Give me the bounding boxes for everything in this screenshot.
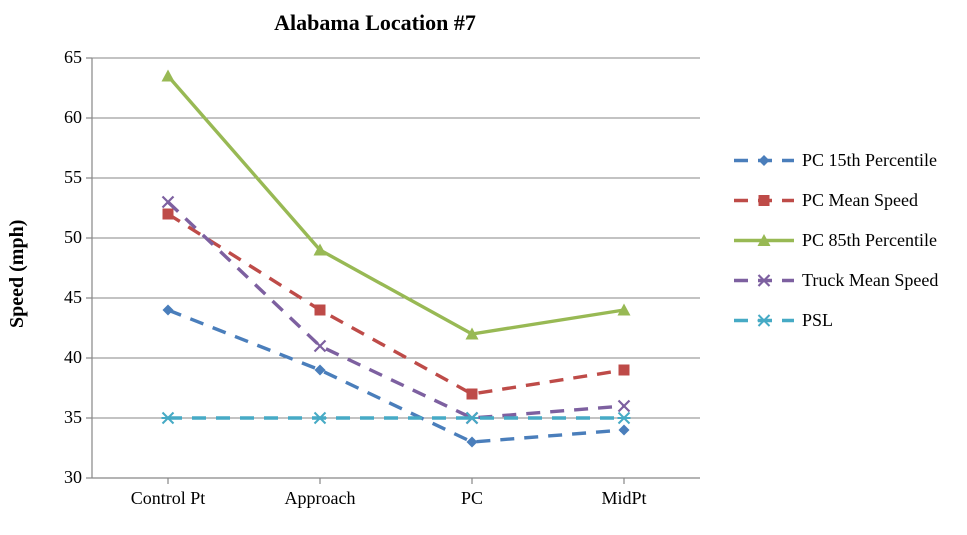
legend-swatch [734,268,794,293]
legend: PC 15th Percentile PC Mean Speed PC 85th … [734,140,938,340]
y-tick-label: 65 [42,47,82,68]
legend-item: PC Mean Speed [734,180,938,220]
y-tick-label: 30 [42,467,82,488]
y-tick-label: 55 [42,167,82,188]
x-tick-label: Control Pt [98,488,238,509]
legend-swatch [734,148,794,173]
chart-container: Alabama Location #7 Speed (mph) 30 35 40 45… [0,0,967,535]
legend-item: Truck Mean Speed [734,260,938,300]
legend-item: PSL [734,300,938,340]
x-tick-label: MidPt [554,488,694,509]
legend-label: PSL [802,310,833,331]
y-tick-label: 40 [42,347,82,368]
chart-title: Alabama Location #7 [0,10,750,36]
legend-label: PC 85th Percentile [802,230,937,251]
x-tick-label: PC [402,488,542,509]
legend-swatch [734,228,794,253]
legend-label: PC 15th Percentile [802,150,937,171]
legend-swatch [734,188,794,213]
legend-label: Truck Mean Speed [802,270,938,291]
legend-swatch [734,308,794,333]
legend-item: PC 15th Percentile [734,140,938,180]
y-tick-label: 60 [42,107,82,128]
x-tick-label: Approach [250,488,390,509]
y-tick-label: 35 [42,407,82,428]
y-axis-label: Speed (mph) [6,220,29,328]
y-tick-label: 45 [42,287,82,308]
y-tick-label: 50 [42,227,82,248]
plot-area [92,58,700,478]
legend-label: PC Mean Speed [802,190,918,211]
legend-item: PC 85th Percentile [734,220,938,260]
